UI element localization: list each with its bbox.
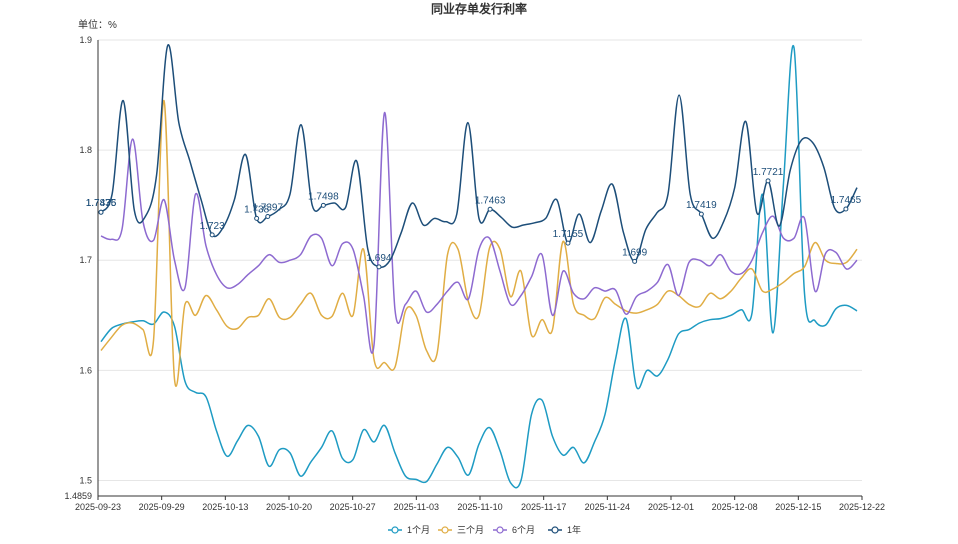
x-tick-label: 2025-10-13 bbox=[202, 502, 248, 512]
legend-label: 1年 bbox=[567, 524, 581, 535]
annotation-point bbox=[98, 209, 104, 215]
legend-swatch-dot bbox=[441, 526, 449, 534]
annotation-label: 1.7465 bbox=[831, 195, 862, 206]
legend-item-3: 1年 bbox=[548, 524, 581, 535]
annotation-point bbox=[254, 215, 260, 221]
legend-item-0: 1个月 bbox=[388, 525, 430, 535]
series-line-0 bbox=[100, 44, 858, 489]
annotation-point bbox=[765, 178, 771, 184]
annotation-label: 1.738 bbox=[244, 204, 269, 215]
x-tick-label: 2025-09-23 bbox=[75, 502, 121, 512]
x-tick-label: 2025-09-29 bbox=[139, 502, 185, 512]
y-min-label: 1.4859 bbox=[64, 491, 92, 501]
annotation-point bbox=[843, 206, 849, 212]
annotation-label: 1.7419 bbox=[686, 200, 717, 211]
x-tick-label: 2025-11-03 bbox=[394, 502, 439, 512]
annotation-point bbox=[265, 214, 271, 220]
annotation-point bbox=[487, 206, 493, 212]
annotation-point bbox=[565, 240, 571, 246]
x-tick-label: 2025-12-15 bbox=[775, 502, 821, 512]
x-tick-label: 2025-10-27 bbox=[330, 502, 376, 512]
x-tick-label: 2025-12-22 bbox=[839, 502, 885, 512]
x-tick-label: 2025-11-24 bbox=[585, 502, 630, 512]
annotation-label: 1.723 bbox=[200, 221, 225, 232]
legend-swatch-dot bbox=[551, 526, 559, 534]
series-line-1 bbox=[100, 99, 858, 387]
y-tick-label: 1.8 bbox=[79, 145, 92, 155]
annotation-point bbox=[376, 264, 382, 270]
y-tick-label: 1.5 bbox=[79, 475, 92, 485]
x-tick-label: 2025-11-10 bbox=[457, 502, 502, 512]
annotation-label: 1.7875 bbox=[86, 198, 117, 209]
chart-title: 同业存单发行利率 bbox=[431, 1, 527, 16]
legend-swatch-dot bbox=[496, 526, 504, 534]
annotation-label: 1.694 bbox=[366, 253, 391, 264]
unit-label: 单位：% bbox=[78, 18, 117, 31]
legend-label: 1个月 bbox=[407, 525, 430, 535]
y-tick-label: 1.6 bbox=[79, 365, 92, 375]
annotation-point bbox=[698, 211, 704, 217]
legend: 1个月 三个月 6个月 1年 bbox=[388, 524, 581, 535]
y-tick-label: 1.7 bbox=[79, 255, 92, 265]
annotation-label: 1.7397 bbox=[252, 203, 283, 214]
annotation-label: 1.7498 bbox=[308, 191, 339, 202]
legend-label: 三个月 bbox=[457, 525, 484, 535]
annotation-point bbox=[320, 202, 326, 208]
annotation-point bbox=[632, 258, 638, 264]
legend-label: 6个月 bbox=[512, 525, 535, 535]
annotation-label: 1.7721 bbox=[753, 167, 784, 178]
legend-item-1: 三个月 bbox=[438, 525, 484, 535]
legend-item-2: 6个月 bbox=[493, 525, 535, 535]
x-tick-label: 2025-12-01 bbox=[648, 502, 694, 512]
annotation-label: 1.699 bbox=[622, 247, 647, 258]
series-line-3 bbox=[100, 44, 858, 269]
series-layer bbox=[100, 44, 858, 489]
annotation-label: 1.7436 bbox=[86, 198, 117, 209]
y-tick-label: 1.9 bbox=[79, 35, 92, 45]
annotation-point bbox=[209, 232, 215, 238]
annotation-label: 1.7463 bbox=[475, 195, 506, 206]
x-tick-label: 2025-10-20 bbox=[266, 502, 312, 512]
x-tick-label: 2025-12-08 bbox=[712, 502, 758, 512]
legend-swatch-dot bbox=[391, 526, 399, 534]
x-tick-label: 2025-11-17 bbox=[521, 502, 566, 512]
annotation-label: 1.7155 bbox=[553, 229, 584, 240]
grid-layer bbox=[98, 39, 862, 481]
series-line-2 bbox=[100, 111, 858, 354]
